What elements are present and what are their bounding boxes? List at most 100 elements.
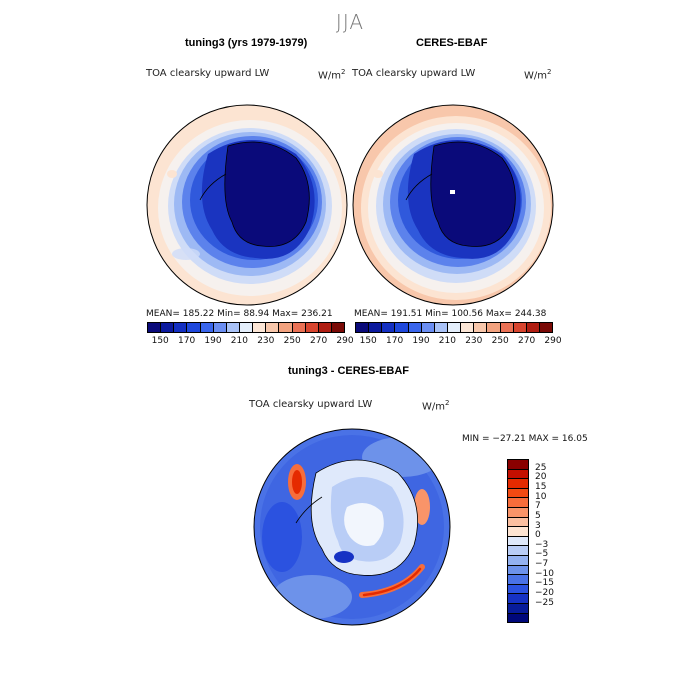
colorbar-cell bbox=[508, 469, 528, 480]
colorbar-cell bbox=[508, 546, 528, 556]
colorbar-cell bbox=[508, 575, 528, 585]
colorbar-tick-label: 190 bbox=[204, 336, 222, 346]
colorbar-cell bbox=[508, 584, 528, 595]
colorbar-tick-label: 230 bbox=[257, 336, 275, 346]
panel-right-variable: TOA clearsky upward LW bbox=[352, 68, 476, 79]
colorbar-diff-ticks: 25 20 15 10 7 5 3 0 −3 −5 −7 −10 −15 −20 −25 bbox=[535, 459, 575, 623]
colorbar-cell bbox=[239, 323, 254, 332]
colorbar-cell bbox=[508, 479, 528, 489]
panel-left-stats: MEAN= 185.22 Min= 88.94 Max= 236.21 bbox=[146, 309, 333, 319]
colorbar-tick-label: −5 bbox=[535, 549, 549, 560]
colorbar-tick-label: 250 bbox=[283, 336, 301, 346]
colorbar-tick-label: 3 bbox=[535, 520, 541, 531]
colorbar-cell bbox=[161, 323, 175, 332]
colorbar-cell bbox=[213, 323, 227, 332]
colorbar-tick-label: −15 bbox=[535, 578, 554, 589]
colorbar-cell bbox=[508, 460, 528, 470]
colorbar-cell bbox=[508, 594, 528, 604]
colorbar-tick-label: 0 bbox=[535, 530, 541, 541]
diff-title: tuning3 - CERES-EBAF bbox=[288, 365, 409, 377]
colorbar-cell bbox=[447, 323, 462, 332]
colorbar-tick-label: 230 bbox=[465, 336, 483, 346]
colorbar-tick-label: 10 bbox=[535, 491, 547, 502]
panel-right-title: CERES-EBAF bbox=[416, 37, 488, 49]
colorbar-cell bbox=[331, 323, 345, 332]
panel-left-title: tuning3 (yrs 1979-1979) bbox=[185, 37, 308, 49]
colorbar-tick-label: −10 bbox=[535, 568, 554, 579]
colorbar-tick-label: 5 bbox=[535, 510, 541, 521]
colorbar-cell bbox=[305, 323, 319, 332]
colorbar-tick-label: 270 bbox=[518, 336, 536, 346]
colorbar-left-ticks: 150 170 190 210 230 250 270 290 bbox=[147, 336, 354, 348]
colorbar-tick-label: 7 bbox=[535, 501, 541, 512]
colorbar-tick-label: 150 bbox=[359, 336, 377, 346]
colorbar-tick-label: 25 bbox=[535, 462, 547, 473]
colorbar-tick-label: 290 bbox=[336, 336, 354, 346]
colorbar-cell bbox=[508, 613, 528, 623]
colorbar-cell bbox=[266, 323, 280, 332]
colorbar-tick-label: −3 bbox=[535, 539, 549, 550]
colorbar-cell bbox=[474, 323, 488, 332]
colorbar-tick-label: 250 bbox=[491, 336, 509, 346]
map-right bbox=[352, 104, 554, 306]
season-title: JJA bbox=[335, 10, 365, 34]
colorbar-tick-label: 15 bbox=[535, 481, 547, 492]
colorbar-right-ticks: 150 170 190 210 230 250 270 290 bbox=[355, 336, 562, 348]
colorbar-cell bbox=[526, 323, 540, 332]
colorbar-cell bbox=[434, 323, 448, 332]
panel-right-stats: MEAN= 191.51 Min= 100.56 Max= 244.38 bbox=[354, 309, 547, 319]
colorbar-cell bbox=[513, 323, 527, 332]
colorbar-cell bbox=[318, 323, 332, 332]
colorbar-cell bbox=[187, 323, 201, 332]
colorbar-diff bbox=[507, 459, 529, 623]
colorbar-tick-label: 150 bbox=[151, 336, 169, 346]
colorbar-cell bbox=[487, 323, 501, 332]
colorbar-cell bbox=[253, 323, 267, 332]
panel-left-units: W/m2 bbox=[318, 68, 346, 82]
colorbar-cell bbox=[292, 323, 306, 332]
colorbar-tick-label: 270 bbox=[310, 336, 328, 346]
colorbar-cell bbox=[226, 323, 240, 332]
colorbar-cell bbox=[279, 323, 293, 332]
colorbar-cell bbox=[508, 603, 528, 614]
colorbar-left bbox=[147, 322, 345, 333]
diff-units: W/m2 bbox=[422, 399, 450, 413]
colorbar-cell bbox=[539, 323, 553, 332]
panel-right-units: W/m2 bbox=[524, 68, 552, 82]
colorbar-tick-label: 210 bbox=[230, 336, 248, 346]
colorbar-cell bbox=[500, 323, 514, 332]
colorbar-cell bbox=[174, 323, 188, 332]
map-diff bbox=[253, 428, 451, 626]
colorbar-cell bbox=[508, 565, 528, 576]
colorbar-tick-label: 210 bbox=[438, 336, 456, 346]
colorbar-cell bbox=[421, 323, 435, 332]
colorbar-cell bbox=[408, 323, 422, 332]
colorbar-cell bbox=[508, 507, 528, 518]
colorbar-tick-label: 170 bbox=[178, 336, 196, 346]
colorbar-cell bbox=[356, 323, 370, 332]
colorbar-tick-label: 190 bbox=[412, 336, 430, 346]
colorbar-right bbox=[355, 322, 553, 333]
colorbar-cell bbox=[461, 323, 475, 332]
map-left bbox=[146, 104, 348, 306]
colorbar-cell bbox=[508, 536, 528, 547]
colorbar-tick-label: −25 bbox=[535, 597, 554, 608]
colorbar-cell bbox=[508, 488, 528, 499]
diff-variable: TOA clearsky upward LW bbox=[249, 399, 373, 410]
colorbar-cell bbox=[369, 323, 383, 332]
colorbar-tick-label: 290 bbox=[544, 336, 562, 346]
colorbar-tick-label: −7 bbox=[535, 559, 549, 570]
colorbar-tick-label: 170 bbox=[386, 336, 404, 346]
panel-left-variable: TOA clearsky upward LW bbox=[146, 68, 270, 79]
colorbar-cell bbox=[508, 555, 528, 566]
colorbar-cell bbox=[508, 498, 528, 508]
diff-minmax: MIN = −27.21 MAX = 16.05 bbox=[462, 434, 588, 444]
colorbar-cell bbox=[395, 323, 409, 332]
colorbar-cell bbox=[148, 323, 162, 332]
colorbar-tick-label: −20 bbox=[535, 588, 554, 599]
colorbar-cell bbox=[200, 323, 214, 332]
colorbar-cell bbox=[508, 527, 528, 537]
colorbar-tick-label: 20 bbox=[535, 472, 547, 483]
colorbar-cell bbox=[508, 517, 528, 528]
colorbar-cell bbox=[382, 323, 396, 332]
